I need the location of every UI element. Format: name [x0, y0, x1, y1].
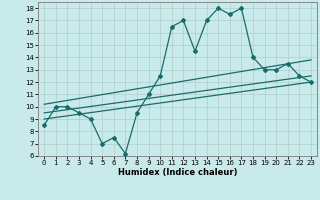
X-axis label: Humidex (Indice chaleur): Humidex (Indice chaleur) — [118, 168, 237, 177]
